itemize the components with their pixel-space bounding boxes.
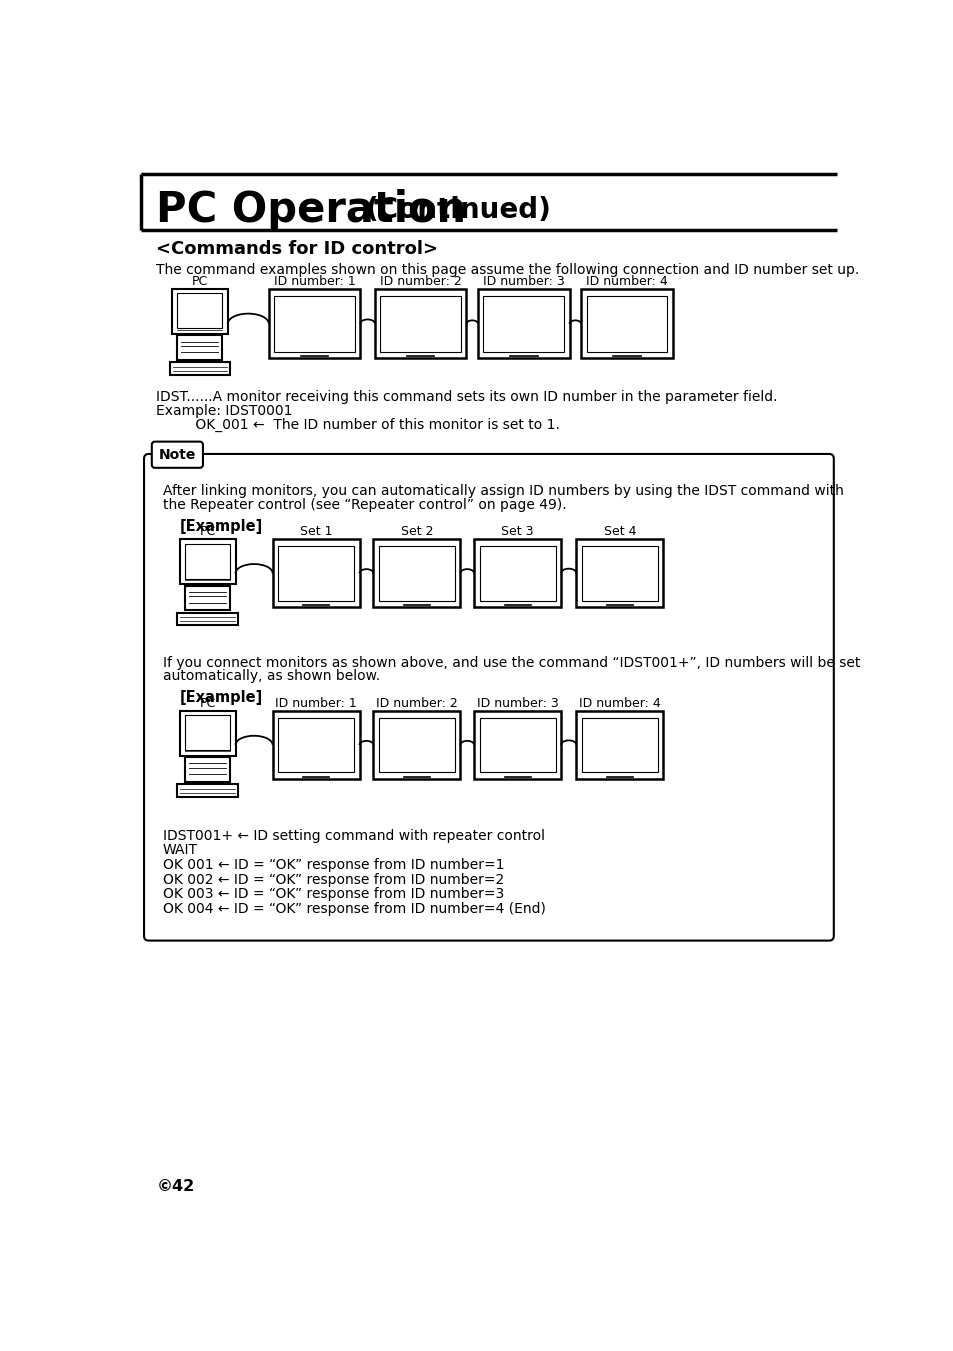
Bar	[273, 711, 359, 780]
Bar	[581, 719, 658, 773]
Bar	[576, 539, 662, 607]
Bar	[580, 289, 672, 358]
Text: [Example]: [Example]	[179, 690, 263, 705]
Bar	[479, 719, 555, 773]
Text: IDST001+ ← ID setting command with repeater control: IDST001+ ← ID setting command with repea…	[162, 830, 544, 843]
Bar	[172, 289, 228, 334]
Bar	[177, 293, 222, 328]
Text: PC Operation: PC Operation	[156, 189, 466, 231]
Bar	[375, 289, 466, 358]
Bar	[576, 711, 662, 780]
Bar	[483, 296, 563, 353]
Bar	[373, 539, 459, 607]
Bar	[477, 289, 569, 358]
Text: After linking monitors, you can automatically assign ID numbers by using the IDS: After linking monitors, you can automati…	[162, 484, 842, 499]
Text: (Continued): (Continued)	[365, 196, 551, 224]
Text: OK 004 ← ID = “OK” response from ID number=4 (End): OK 004 ← ID = “OK” response from ID numb…	[162, 902, 545, 916]
Text: Example: IDST0001: Example: IDST0001	[156, 404, 293, 417]
Text: ©42: ©42	[156, 1178, 194, 1194]
Bar	[373, 711, 459, 780]
FancyBboxPatch shape	[152, 442, 203, 467]
Text: automatically, as shown below.: automatically, as shown below.	[162, 670, 379, 684]
Text: ID number: 3: ID number: 3	[482, 274, 564, 288]
Text: OK 003 ← ID = “OK” response from ID number=3: OK 003 ← ID = “OK” response from ID numb…	[162, 888, 503, 901]
Text: The command examples shown on this page assume the following connection and ID n: The command examples shown on this page …	[156, 263, 859, 277]
Bar	[177, 612, 237, 626]
Text: [Example]: [Example]	[179, 519, 263, 534]
Bar	[586, 296, 666, 353]
Bar	[479, 546, 555, 601]
Text: the Repeater control (see “Repeater control” on page 49).: the Repeater control (see “Repeater cont…	[162, 497, 566, 512]
Text: OK 002 ← ID = “OK” response from ID number=2: OK 002 ← ID = “OK” response from ID numb…	[162, 873, 503, 886]
Bar	[278, 546, 354, 601]
Bar	[474, 711, 560, 780]
FancyBboxPatch shape	[144, 454, 833, 940]
Text: ID number: 2: ID number: 2	[379, 274, 461, 288]
Bar	[177, 335, 222, 359]
Text: PC: PC	[192, 274, 208, 288]
Text: PC: PC	[199, 526, 215, 538]
Text: WAIT: WAIT	[162, 843, 197, 858]
Bar	[378, 546, 455, 601]
Text: OK_001 ←  The ID number of this monitor is set to 1.: OK_001 ← The ID number of this monitor i…	[156, 417, 559, 432]
Bar	[474, 539, 560, 607]
Text: PC: PC	[199, 697, 215, 709]
Bar	[380, 296, 460, 353]
Bar	[185, 543, 230, 578]
Text: If you connect monitors as shown above, and use the command “IDST001+”, ID numbe: If you connect monitors as shown above, …	[162, 655, 859, 670]
Text: Note: Note	[158, 447, 196, 462]
Text: IDST......A monitor receiving this command sets its own ID number in the paramet: IDST......A monitor receiving this comma…	[156, 390, 777, 404]
Text: ID number: 2: ID number: 2	[375, 697, 457, 709]
Text: Set 4: Set 4	[603, 526, 636, 538]
Text: ID number: 4: ID number: 4	[578, 697, 660, 709]
Bar	[581, 546, 658, 601]
Text: ID number: 1: ID number: 1	[274, 274, 355, 288]
Text: ID number: 4: ID number: 4	[585, 274, 667, 288]
Bar	[170, 362, 230, 374]
Text: OK 001 ← ID = “OK” response from ID number=1: OK 001 ← ID = “OK” response from ID numb…	[162, 858, 503, 873]
Bar	[273, 539, 359, 607]
Text: <Commands for ID control>: <Commands for ID control>	[156, 240, 438, 258]
Bar	[269, 289, 360, 358]
Bar	[185, 758, 230, 782]
Bar	[179, 539, 235, 584]
Bar	[274, 296, 355, 353]
Text: Set 2: Set 2	[400, 526, 433, 538]
Text: ID number: 1: ID number: 1	[274, 697, 356, 709]
Text: Set 1: Set 1	[299, 526, 332, 538]
Bar	[185, 585, 230, 611]
Bar	[185, 716, 230, 750]
Bar	[179, 711, 235, 755]
Text: Set 3: Set 3	[501, 526, 534, 538]
Bar	[378, 719, 455, 773]
Bar	[177, 785, 237, 797]
Text: ID number: 3: ID number: 3	[476, 697, 558, 709]
Bar	[278, 719, 354, 773]
